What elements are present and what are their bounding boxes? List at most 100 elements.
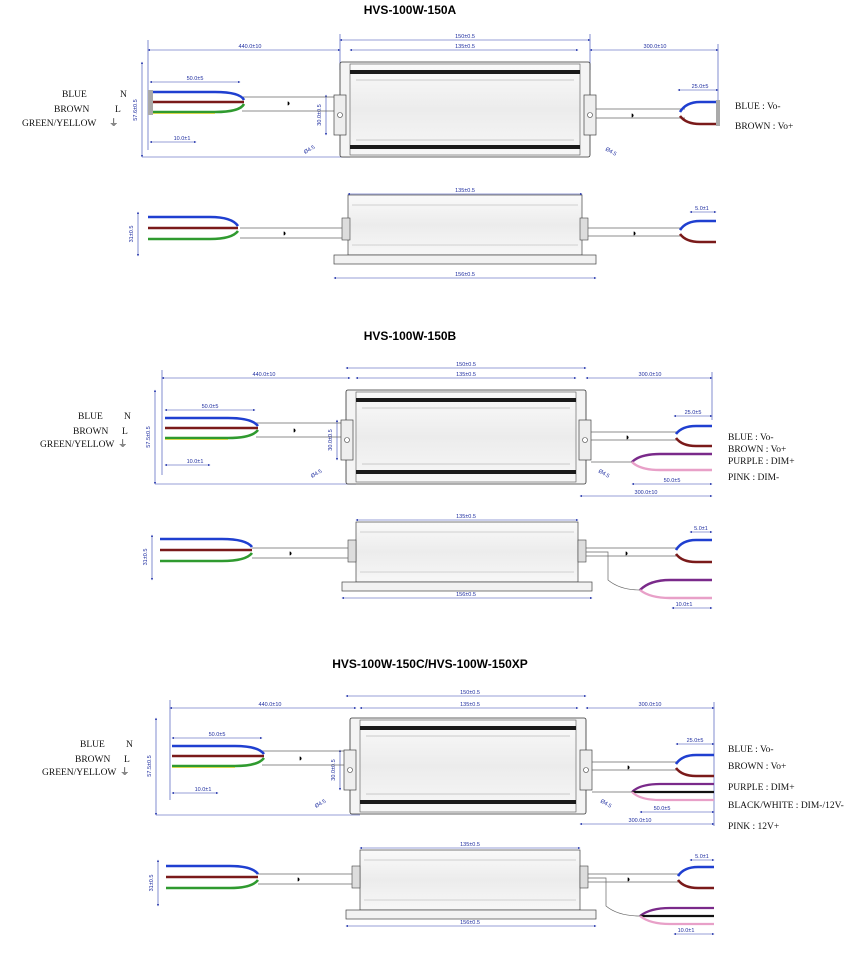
svg-text:300.0±10: 300.0±10: [639, 372, 662, 378]
svg-text:◗: ◗: [626, 762, 631, 772]
svg-text:150±0.5: 150±0.5: [460, 690, 480, 696]
svg-text:135±0.5: 135±0.5: [456, 514, 476, 520]
dim-strip-out: 25.0±5: [692, 84, 709, 90]
svg-text:31±0.5: 31±0.5: [143, 549, 149, 566]
dim-side-out-strip: 5.0±1: [695, 206, 709, 212]
svg-text:◗: ◗: [624, 548, 629, 558]
svg-text:156±0.5: 156±0.5: [456, 592, 476, 598]
svg-text:31±0.5: 31±0.5: [149, 875, 155, 892]
wire-brown-out: [678, 115, 718, 126]
label-gy-in: GREEN/YELLOW: [22, 119, 96, 129]
svg-text:⏚: ⏚: [109, 118, 119, 129]
wire-blue-out: [678, 100, 718, 113]
svg-text:440.0±10: 440.0±10: [259, 702, 282, 708]
model-title: HVS-100W-150A: [364, 3, 457, 17]
dim-body: 135±0.5: [455, 44, 475, 50]
svg-text:25.0±5: 25.0±5: [685, 410, 702, 416]
housing-side-view: [355, 521, 579, 583]
svg-text:5.0±1: 5.0±1: [694, 526, 708, 532]
model-a: HVS-100W-150A 440.0±10 150±0.5 135±0.5 3…: [22, 3, 793, 280]
housing-side-view: [359, 849, 581, 911]
svg-text:◗: ◗: [625, 432, 630, 442]
svg-text:⏚: ⏚: [120, 767, 130, 778]
svg-text:156±0.5: 156±0.5: [460, 920, 480, 926]
svg-text:◗: ◗: [298, 753, 303, 763]
svg-text:135±0.5: 135±0.5: [456, 372, 476, 378]
svg-text:◗: ◗: [296, 874, 301, 884]
svg-text:440.0±10: 440.0±10: [253, 372, 276, 378]
dim-left-cable: 440.0±10: [239, 44, 262, 50]
svg-text:◗: ◗: [292, 425, 297, 435]
wire-blue-in: [150, 90, 246, 101]
dim-hole-right: Ø4.5: [604, 147, 617, 158]
svg-text:⏚: ⏚: [118, 439, 128, 450]
dim-side-body: 135±0.5: [455, 188, 475, 194]
svg-text:135±0.5: 135±0.5: [460, 842, 480, 848]
housing-side-view: [347, 194, 583, 256]
svg-text:PURPLE : DIM+: PURPLE : DIM+: [728, 783, 795, 793]
dim-side-h: 31±0.5: [129, 226, 135, 243]
svg-text:135±0.5: 135±0.5: [460, 702, 480, 708]
svg-text:GREEN/YELLOW: GREEN/YELLOW: [42, 768, 116, 778]
svg-text:BROWN : Vo+: BROWN : Vo+: [728, 762, 786, 772]
dim-height: 57.6±0.5: [133, 99, 139, 120]
svg-text:GREEN/YELLOW: GREEN/YELLOW: [40, 440, 114, 450]
svg-text:◗: ◗: [630, 110, 635, 120]
svg-text:BLUE: BLUE: [78, 412, 103, 422]
svg-text:10.0±1: 10.0±1: [676, 602, 693, 608]
dim-strip-in: 50.0±5: [187, 76, 204, 82]
label-brown-out: BROWN : Vo+: [735, 122, 793, 132]
svg-text:L: L: [115, 105, 121, 115]
wire-green-in: [150, 103, 246, 114]
svg-text:◗: ◗: [286, 98, 291, 108]
mount-hole-right: [587, 112, 593, 118]
svg-text:300.0±10: 300.0±10: [639, 702, 662, 708]
model-title: HVS-100W-150B: [364, 329, 457, 343]
svg-text:BROWN: BROWN: [75, 755, 111, 765]
dim-pin: 10.0±1: [174, 136, 191, 142]
svg-text:10.0±1: 10.0±1: [187, 459, 204, 465]
svg-text:L: L: [124, 755, 130, 765]
svg-text:50.0±5: 50.0±5: [202, 404, 219, 410]
svg-text:BLUE: BLUE: [80, 740, 105, 750]
svg-text:50.0±5: 50.0±5: [209, 732, 226, 738]
svg-text:5.0±1: 5.0±1: [695, 854, 709, 860]
svg-text:300.0±10: 300.0±10: [635, 490, 658, 496]
dim-side-base: 156±0.5: [455, 272, 475, 278]
model-b: HVS-100W-150B 440.0±10 150±0.5 135±0.5 3…: [40, 329, 795, 610]
label-brown-in: BROWN: [54, 105, 90, 115]
dim-right-cable: 300.0±10: [644, 44, 667, 50]
svg-text:50.0±5: 50.0±5: [664, 478, 681, 484]
svg-text:Ø4.5: Ø4.5: [314, 799, 327, 810]
svg-text:57.5±0.5: 57.5±0.5: [146, 426, 152, 447]
svg-text:25.0±5: 25.0±5: [687, 738, 704, 744]
svg-text:BLACK/WHITE : DIM-/12V-: BLACK/WHITE : DIM-/12V-: [728, 801, 844, 811]
svg-text:N: N: [120, 90, 127, 100]
model-c: HVS-100W-150C/HVS-100W-150XP 440.0±10 15…: [42, 657, 844, 936]
label-blue-out: BLUE : Vo-: [735, 102, 781, 112]
svg-text:BLUE : Vo-: BLUE : Vo-: [728, 433, 774, 443]
dim-mount: 30.0±0.5: [317, 104, 323, 125]
dim-overall: 150±0.5: [455, 34, 475, 40]
svg-text:PINK : DIM-: PINK : DIM-: [728, 473, 779, 483]
svg-text:10.0±1: 10.0±1: [678, 928, 695, 934]
model-title: HVS-100W-150C/HVS-100W-150XP: [332, 657, 528, 671]
svg-text:Ø4.5: Ø4.5: [597, 469, 610, 480]
svg-text:30.0±0.5: 30.0±0.5: [328, 429, 334, 450]
svg-text:150±0.5: 150±0.5: [456, 362, 476, 368]
svg-text:L: L: [122, 427, 128, 437]
label-blue-in: BLUE: [62, 90, 87, 100]
svg-text:57.5±0.5: 57.5±0.5: [147, 755, 153, 776]
svg-text:PURPLE : DIM+: PURPLE : DIM+: [728, 457, 795, 467]
svg-text:10.0±1: 10.0±1: [195, 787, 212, 793]
svg-text:◗: ◗: [288, 548, 293, 558]
svg-text:N: N: [126, 740, 133, 750]
mount-hole-left: [337, 112, 343, 118]
svg-text:50.0±5: 50.0±5: [654, 806, 671, 812]
svg-text:◗: ◗: [632, 228, 637, 238]
svg-text:Ø4.5: Ø4.5: [599, 799, 612, 810]
svg-text:BROWN : Vo+: BROWN : Vo+: [728, 445, 786, 455]
svg-text:◗: ◗: [282, 228, 287, 238]
svg-text:BLUE : Vo-: BLUE : Vo-: [728, 745, 774, 755]
